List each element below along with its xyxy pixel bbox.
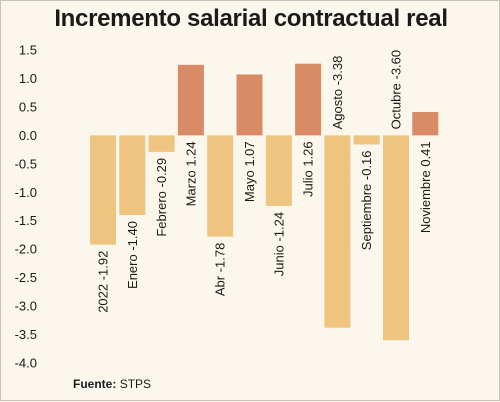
bar-data-label: Junio -1.24: [271, 212, 286, 276]
y-tick-label: 0.5: [19, 99, 37, 114]
bar-data-label: 2022 -1.92: [96, 251, 111, 313]
bar-data-label: Noviembre 0.41: [418, 141, 433, 233]
bar-data-label: Marzo 1.24: [183, 141, 198, 206]
source-value: STPS: [119, 377, 152, 391]
y-tick-label: 1.5: [19, 43, 37, 58]
y-tick-label: -2.0: [15, 242, 37, 257]
y-tick-label: 1.0: [19, 71, 37, 86]
bar: [148, 135, 175, 152]
bar-data-label: Mayo 1.07: [242, 141, 257, 202]
bar-data-label: Abr -1.78: [213, 243, 228, 296]
bar: [177, 64, 204, 136]
bar: [295, 63, 322, 136]
y-tick-label: -0.5: [15, 156, 37, 171]
bar: [324, 135, 351, 328]
bar: [207, 135, 234, 237]
y-tick-label: -4.0: [15, 356, 37, 371]
y-tick-label: -2.5: [15, 270, 37, 285]
y-tick-label: -1.0: [15, 185, 37, 200]
bar: [119, 135, 146, 216]
y-tick-label: 0.0: [19, 128, 37, 143]
bar-data-label: Julio 1.26: [301, 141, 316, 197]
bar-data-label: Enero -1.40: [125, 221, 140, 289]
chart-title: Incremento salarial contractual real: [54, 5, 448, 32]
bar: [236, 74, 263, 136]
bar: [265, 135, 292, 206]
source-note: Fuente: STPS: [73, 377, 151, 391]
bar-data-label: Octubre -3.60: [389, 50, 404, 130]
bar: [383, 135, 409, 341]
y-tick-label: -1.5: [15, 213, 37, 228]
bar: [412, 112, 439, 136]
bar: [90, 135, 116, 245]
bar-data-label: Febrero -0.29: [154, 158, 169, 237]
bar-data-label: Agosto -3.38: [330, 56, 345, 130]
bar-data-label: Septiembre -0.16: [359, 150, 374, 250]
bar: [353, 135, 380, 145]
y-tick-label: -3.0: [15, 299, 37, 314]
y-tick-label: -3.5: [15, 327, 37, 342]
source-label: Fuente:: [73, 377, 117, 391]
